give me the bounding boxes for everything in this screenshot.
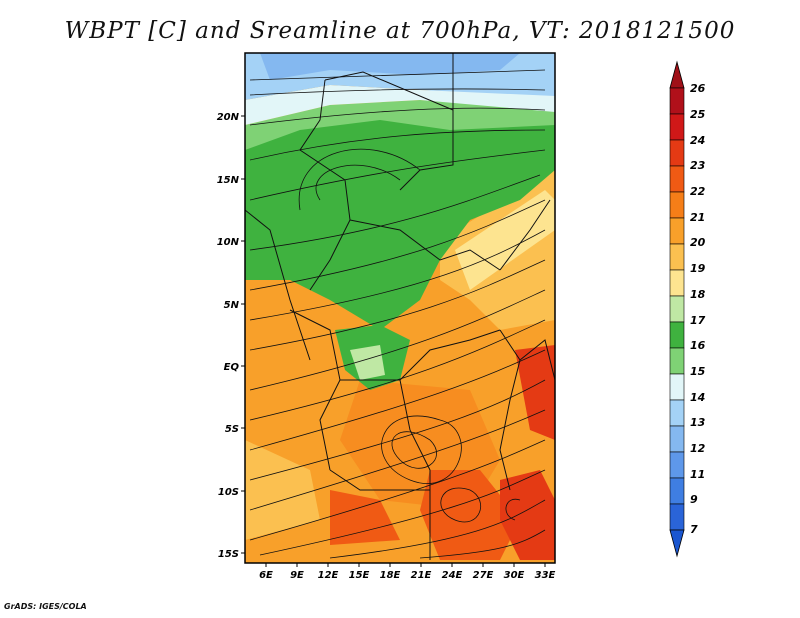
colorbar-label-9: 9 [690, 493, 698, 506]
colorbar-cells [669, 87, 685, 531]
colorbar-label-7: 7 [690, 523, 698, 536]
colorbar-cell [669, 191, 685, 219]
colorbar: 26 25 24 23 22 21 20 19 18 17 16 15 14 1… [669, 60, 706, 558]
lat-label-20n: 20N [217, 112, 240, 123]
colorbar-cell [669, 295, 685, 323]
colorbar-cell [669, 139, 685, 167]
red-hotspot-southeast [500, 470, 555, 560]
colorbar-label-24: 24 [690, 134, 705, 147]
colorbar-label-17: 17 [690, 314, 706, 327]
lon-label-30e: 30E [504, 570, 525, 581]
lon-label-18e: 18E [380, 570, 401, 581]
lon-label-15e: 15E [349, 570, 370, 581]
colorbar-label-12: 12 [690, 442, 706, 455]
colorbar-label-20: 20 [690, 236, 706, 249]
light-green-band [245, 100, 555, 150]
lon-label-33e: 33E [535, 570, 556, 581]
lat-axis: 20N 15N 10N 5N EQ 5S 10S 15S [217, 112, 245, 560]
colorbar-cell [669, 373, 685, 401]
lat-label-10n: 10N [217, 237, 240, 248]
grads-credit: GrADS: IGES/COLA [4, 602, 87, 611]
colorbar-cell [669, 87, 685, 115]
colorbar-label-16: 16 [690, 339, 706, 352]
colorbar-cell [669, 321, 685, 349]
light-green-patch [350, 345, 385, 380]
lon-label-6e: 6E [259, 570, 273, 581]
yellow-west [245, 440, 320, 540]
colorbar-label-26: 26 [690, 82, 706, 95]
colorbar-label-13: 13 [690, 416, 706, 429]
borders [244, 53, 556, 560]
lon-label-9e: 9E [290, 570, 304, 581]
colorbar-label-22: 22 [690, 185, 706, 198]
streamlines [249, 69, 546, 559]
colorbar-cell [669, 477, 685, 505]
colorbar-cell [669, 113, 685, 141]
pale-band [245, 85, 555, 125]
lon-label-27e: 27E [473, 570, 494, 581]
colorbar-cell [669, 165, 685, 193]
lat-label-eq: EQ [224, 362, 240, 373]
chart-title: WBPT [C] and Sreamline at 700hPa, VT: 20… [64, 18, 736, 44]
lat-label-5n: 5N [224, 300, 240, 311]
yellow-east-band [455, 190, 555, 290]
colorbar-cell [669, 451, 685, 479]
map-figure: 20N 15N 10N 5N EQ 5S 10S 15S 6E 9E 12E 1… [217, 52, 706, 581]
deeper-blue-north [260, 53, 520, 80]
colorbar-bottom-arrow [669, 529, 685, 558]
red-hotspot-southwest [330, 490, 400, 545]
colorbar-cell [669, 243, 685, 271]
colorbar-cell [669, 347, 685, 375]
red-hotspot-east [515, 345, 555, 440]
colorbar-cell [669, 399, 685, 427]
colorbar-cell [669, 269, 685, 297]
colorbar-label-21: 21 [690, 211, 705, 224]
lon-label-12e: 12E [318, 570, 339, 581]
colorbar-label-25: 25 [690, 108, 706, 121]
map-frame [244, 52, 556, 564]
colorbar-label-15: 15 [690, 365, 706, 378]
lat-label-5s: 5S [225, 424, 239, 435]
colorbar-label-23: 23 [690, 159, 706, 172]
lon-label-21e: 21E [411, 570, 432, 581]
lat-label-10s: 10S [218, 487, 239, 498]
colorbar-label-19: 19 [690, 262, 706, 275]
colorbar-label-11: 11 [690, 468, 705, 481]
colorbar-top-arrow [669, 60, 685, 89]
lon-label-24e: 24E [442, 570, 463, 581]
colorbar-cell [669, 503, 685, 531]
lat-label-15n: 15N [217, 175, 240, 186]
colorbar-cell [669, 425, 685, 453]
lon-axis: 6E 9E 12E 15E 18E 21E 24E 27E 30E 33E [259, 563, 556, 581]
lat-label-15s: 15S [218, 549, 239, 560]
map-fill [245, 53, 555, 563]
colorbar-label-14: 14 [690, 391, 705, 404]
colorbar-cell [669, 217, 685, 245]
colorbar-label-18: 18 [690, 288, 706, 301]
